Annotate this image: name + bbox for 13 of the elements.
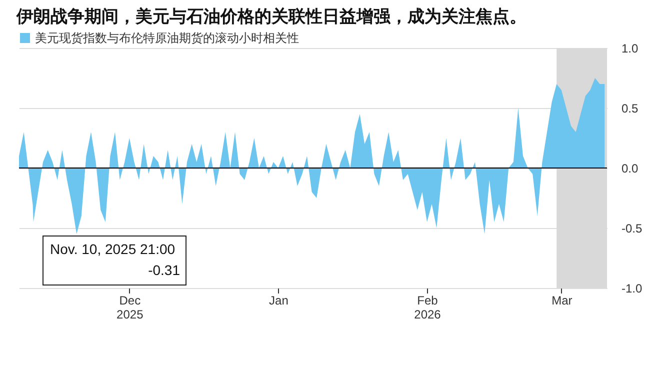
legend-label: 美元现货指数与布伦特原油期货的滚动小时相关性 xyxy=(35,31,299,45)
annotation: Nov. 10, 2025 21:00 xyxy=(50,241,176,257)
y-tick-label: -0.5 xyxy=(622,222,643,236)
chart-title: 伊朗战争期间，美元与石油价格的关联性日益增强，成为关注焦点。 xyxy=(15,7,526,26)
y-tick-label: 1.0 xyxy=(622,42,639,56)
x-tick-label: Mar xyxy=(552,294,572,308)
y-tick-label: 0.5 xyxy=(622,102,639,116)
annotation: -0.31 xyxy=(148,262,180,278)
x-tick-label: Jan xyxy=(269,294,288,308)
y-tick-label: 0.0 xyxy=(622,162,639,176)
y-tick-label: -1.0 xyxy=(622,282,643,296)
x-tick-label: Dec 2025 xyxy=(116,294,144,322)
x-tick-label: Feb 2026 xyxy=(414,294,442,322)
